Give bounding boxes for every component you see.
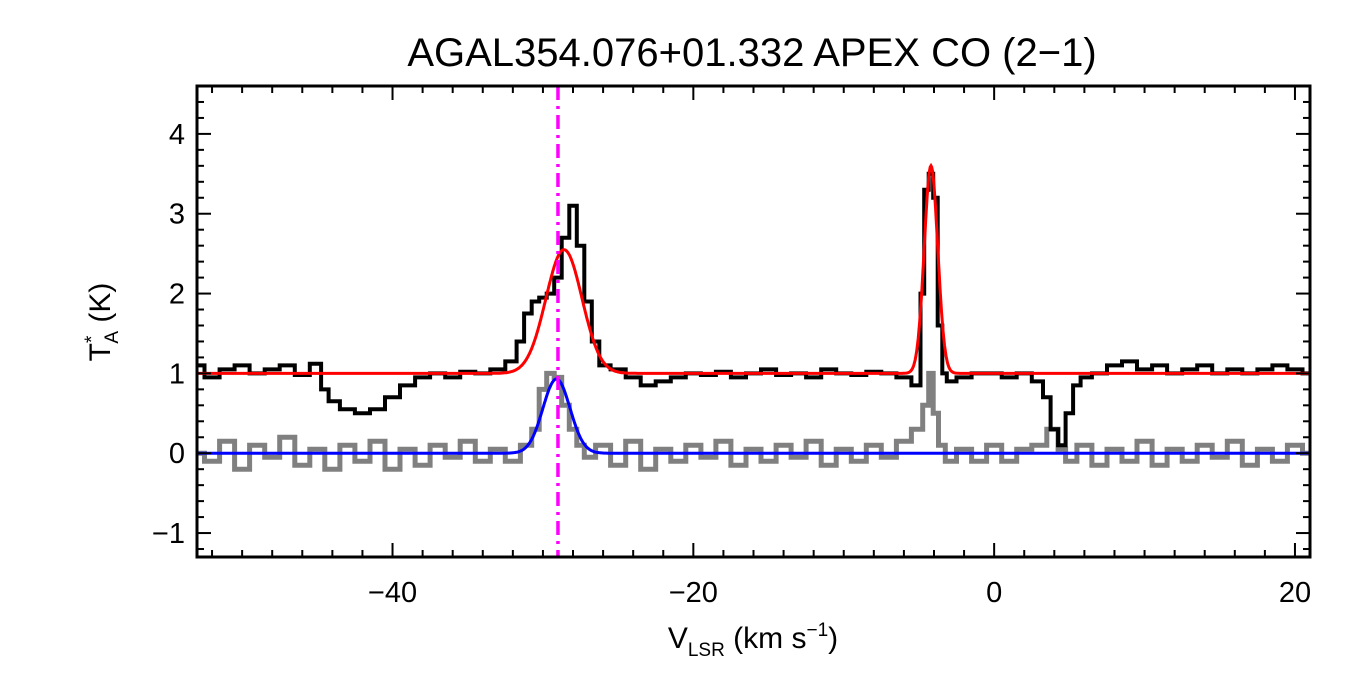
y-tick-label: 0 (169, 438, 185, 470)
x-tick-label: 20 (1279, 577, 1311, 609)
y-tick-label: −1 (152, 518, 185, 550)
x-tick-label: −40 (368, 577, 417, 609)
y-axis: −1 0 1 2 3 4 (152, 85, 1310, 550)
y-tick-label: 1 (169, 358, 185, 390)
chart-title: AGAL354.076+01.332 APEX CO (2−1) (407, 31, 1096, 75)
plot-area (197, 86, 1310, 557)
x-axis-label: VLSR (km s−1) (668, 620, 838, 661)
second-spectrum-line (197, 370, 1310, 472)
x-axis: −40 −20 0 20 (211, 86, 1311, 609)
y-tick-label: 2 (169, 279, 185, 311)
second-fit-line (197, 377, 1310, 455)
y-axis-label: T*A (K) (82, 283, 123, 362)
plot-frame (195, 84, 1312, 559)
x-tick-label: −20 (669, 577, 718, 609)
x-tick-label: 0 (986, 577, 1002, 609)
observed-spectrum-line (197, 171, 1310, 448)
y-tick-label: 4 (169, 119, 185, 151)
observed-fit-line (197, 162, 1310, 375)
y-tick-label: 3 (169, 199, 185, 231)
